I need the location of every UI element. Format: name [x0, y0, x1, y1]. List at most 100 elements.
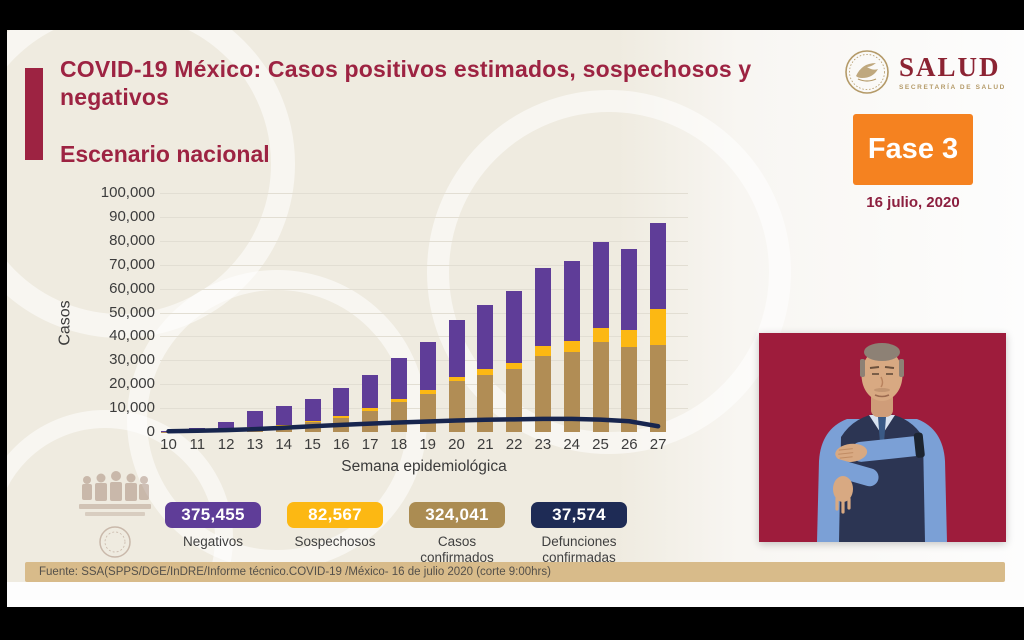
- bar-week-26-negativos: [621, 249, 638, 331]
- bar-week-22-casos-confirmados: [506, 368, 523, 432]
- legend-value-badge: 375,455: [165, 502, 261, 528]
- y-tick-label: 0: [146, 423, 155, 440]
- salud-text: SALUD: [899, 51, 1001, 82]
- y-tick-label: 80,000: [109, 231, 155, 249]
- gridline: [160, 288, 688, 290]
- slide-title: COVID-19 México: Casos positivos estimad…: [60, 56, 752, 110]
- bar-week-21-negativos: [477, 305, 494, 369]
- chart-plot-area: [160, 190, 688, 434]
- bar-week-14-sospechosos: [275, 424, 292, 427]
- y-tick-label: 100,000: [100, 184, 155, 201]
- bar-week-24-sospechosos: [563, 341, 580, 352]
- bar-week-12-negativos: [218, 421, 235, 430]
- bar-week-26-casos-confirmados: [621, 347, 638, 432]
- bar-week-24-negativos: [563, 261, 580, 342]
- bar-week-27-casos-confirmados: [650, 344, 667, 432]
- x-tick-label: 22: [505, 436, 523, 453]
- legend-label: Sospechosos: [294, 534, 376, 549]
- x-tick-label: 23: [534, 436, 552, 453]
- x-tick-label: 12: [217, 436, 235, 453]
- legend-value-badge: 324,041: [409, 502, 505, 528]
- eagle-emblem-icon: [845, 50, 889, 94]
- sign-language-interpreter-video: [759, 333, 1006, 542]
- x-axis-ticks: 10 11 12 13 14 15 16 17 18 19 20 21 22 23 24 25 26 27: [160, 436, 688, 456]
- y-tick-label: 70,000: [109, 255, 155, 273]
- bar-week-21-sospechosos: [477, 368, 494, 375]
- bar-week-20-negativos: [448, 319, 465, 378]
- bar-week-24-casos-confirmados: [563, 351, 580, 432]
- gridline: [160, 193, 688, 194]
- x-tick-label: 21: [476, 436, 494, 453]
- sign-language-interpreter: [759, 333, 1006, 542]
- legend-value-badge: 37,574: [531, 502, 627, 528]
- bar-week-20-sospechosos: [448, 377, 465, 381]
- gridline: [160, 264, 688, 266]
- defunciones-line: [166, 416, 661, 434]
- bar-week-16-sospechosos: [333, 415, 350, 418]
- x-tick-label: 27: [649, 436, 667, 453]
- x-tick-label: 14: [275, 436, 293, 453]
- y-tick-label: 20,000: [109, 375, 155, 393]
- y-tick-label: 30,000: [109, 351, 155, 369]
- bar-week-22-sospechosos: [506, 363, 523, 369]
- legend-item-sospechosos: 82,567 Sospechosos: [287, 502, 383, 565]
- bar-week-15-sospechosos: [304, 420, 321, 423]
- bar-week-25-sospechosos: [592, 328, 609, 343]
- legend-label: Casos confirmados: [420, 534, 494, 565]
- y-tick-label: 50,000: [109, 303, 155, 321]
- legend-item-casos-confirmados: 324,041 Casos confirmados: [409, 502, 505, 565]
- gridline: [160, 336, 688, 338]
- bar-week-25-casos-confirmados: [592, 342, 609, 432]
- bar-week-13-negativos: [246, 410, 263, 428]
- y-tick-label: 10,000: [109, 399, 155, 417]
- x-tick-label: 16: [332, 436, 350, 453]
- bar-week-27-sospechosos: [650, 308, 667, 345]
- gridline: [160, 312, 688, 314]
- salud-logo: SALUD SECRETARÍA DE SALUD: [843, 48, 1006, 96]
- y-tick-label: 60,000: [109, 279, 155, 297]
- phase-badge: Fase 3: [853, 114, 973, 185]
- chart-legend: 375,455 Negativos 82,567 Sospechosos 324,041…: [165, 502, 627, 565]
- x-tick-label: 25: [592, 436, 609, 453]
- x-tick-label: 19: [419, 436, 437, 453]
- bar-week-25-negativos: [592, 242, 609, 329]
- x-tick-label: 26: [620, 436, 638, 453]
- legend-label: Negativos: [182, 534, 244, 549]
- letterbox-left: [0, 0, 7, 640]
- y-axis-ticks: 0 10,000 20,000 30,000 40,000 50,000 60,000 70,…: [63, 184, 155, 440]
- gridline: [160, 240, 688, 242]
- bar-week-17-negativos: [362, 374, 379, 409]
- x-tick-label: 11: [189, 436, 206, 453]
- x-tick-label: 24: [563, 436, 581, 453]
- bar-week-17-casos-confirmados: [362, 410, 379, 432]
- presentation-slide: COVID-19 México: Casos positivos estimad…: [7, 30, 1024, 607]
- gridline: [160, 216, 688, 218]
- x-tick-label: 13: [246, 436, 264, 453]
- slide-subtitle: Escenario nacional: [60, 141, 270, 167]
- bar-week-26-sospechosos: [621, 330, 638, 348]
- y-tick-label: 40,000: [109, 327, 155, 345]
- bar-week-22-negativos: [506, 291, 523, 364]
- secretaria-de-salud-text: SECRETARÍA DE SALUD: [899, 83, 1006, 91]
- legend-value-badge: 82,567: [287, 502, 383, 528]
- bar-week-19-negativos: [419, 342, 436, 390]
- x-tick-label: 18: [390, 436, 408, 453]
- bar-week-14-negativos: [275, 405, 292, 425]
- bar-week-16-negativos: [333, 387, 350, 416]
- title-accent-bar: [25, 68, 43, 160]
- y-tick-label: 90,000: [109, 207, 155, 225]
- x-tick-label: 15: [304, 436, 321, 453]
- bar-week-23-casos-confirmados: [534, 355, 551, 432]
- x-tick-label: 20: [448, 436, 465, 453]
- x-tick-label: 10: [160, 436, 177, 453]
- letterbox-top: [0, 0, 1024, 30]
- bar-week-27-negativos: [650, 222, 667, 309]
- source-citation: Fuente: SSA(SPPS/DGE/InDRE/Informe técni…: [25, 562, 1005, 582]
- slide-bottom-margin: [7, 582, 1024, 607]
- salud-wordmark: SALUD SECRETARÍA DE SALUD: [899, 51, 1006, 91]
- x-axis-title: Semana epidemiológica: [341, 458, 507, 475]
- bar-week-19-sospechosos: [419, 389, 436, 394]
- bar-week-23-negativos: [534, 268, 551, 347]
- x-tick-label: 17: [361, 436, 379, 453]
- legend-item-defunciones-confirmadas: 37,574 Defunciones confirmadas: [531, 502, 627, 565]
